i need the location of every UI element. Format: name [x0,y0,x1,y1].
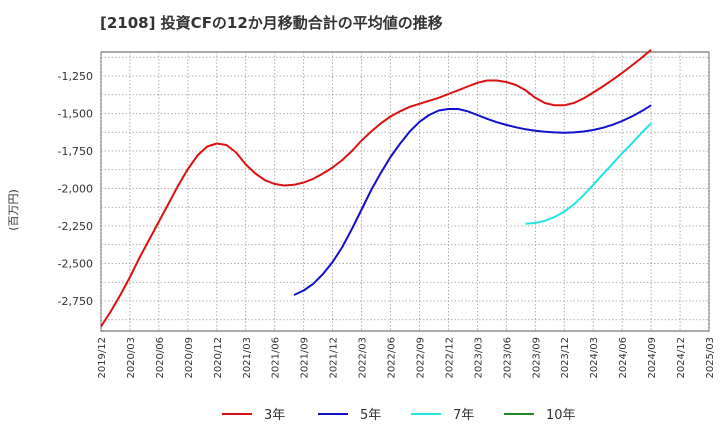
x-tick-label: 2020/06 [155,337,166,379]
y-tick-label: -1,500 [58,108,93,121]
x-tick-label: 2023/03 [473,337,484,379]
y-tick-label: -2,250 [58,220,93,233]
y-tick-label: -1,250 [58,70,93,83]
series-line-5年 [293,104,652,296]
legend-label: 10年 [546,408,576,423]
x-tick-label: 2021/09 [300,337,311,379]
plot-frame [100,51,710,332]
y-axis-label: (百万円) [7,189,20,231]
x-tick-label: 2022/09 [415,337,426,379]
y-tick-label: -2,000 [58,183,93,196]
x-tick-label: 2020/12 [213,337,224,379]
legend-label: 7年 [453,408,474,423]
grid [100,51,710,332]
series-line-7年 [525,122,652,225]
x-tick-label: 2024/09 [647,337,658,379]
x-tick-label: 2021/03 [242,337,253,379]
x-tick-label: 2022/06 [387,337,398,379]
x-tick-label: 2025/03 [705,337,716,379]
series-line-3年 [100,49,652,328]
x-axis-ticks: 2019/12 2020/03 2020/06 2020/09 2020/12 2021/… [97,337,716,379]
series-lines [100,49,652,328]
legend: 3年 5年 7年 10年 [222,408,576,423]
x-tick-label: 2022/03 [358,337,369,379]
y-tick-label: -2,750 [58,295,93,308]
x-tick-label: 2021/06 [271,337,282,379]
x-tick-label: 2020/03 [126,337,137,379]
x-tick-label: 2024/12 [676,337,687,379]
x-tick-label: 2021/12 [329,337,340,379]
legend-label: 3年 [264,408,285,423]
x-tick-label: 2019/12 [97,337,108,379]
x-tick-label: 2020/09 [184,337,195,379]
x-tick-label: 2022/12 [444,337,455,379]
x-tick-label: 2024/03 [589,337,600,379]
legend-label: 5年 [360,408,381,423]
y-tick-label: -1,750 [58,145,93,158]
y-axis-ticks: -1,250 -1,500 -1,750 -2,000 -2,250 -2,500 -2,7… [58,70,93,308]
x-tick-label: 2023/12 [560,337,571,379]
x-tick-label: 2023/09 [531,337,542,379]
chart-title: [2108] 投資CFの12か月移動合計の平均値の推移 [100,14,443,32]
y-tick-label: -2,500 [58,258,93,271]
x-tick-label: 2024/06 [618,337,629,379]
x-tick-label: 2023/06 [502,337,513,379]
